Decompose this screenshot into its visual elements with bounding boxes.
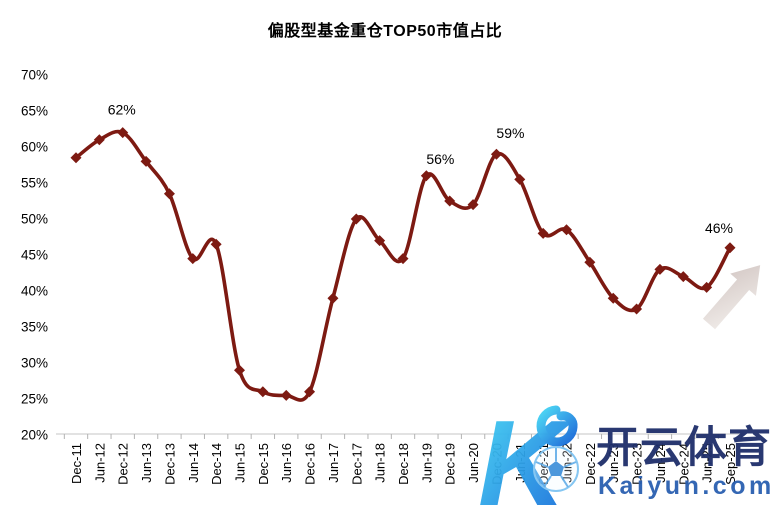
data-point <box>490 148 502 160</box>
x-axis-label: Dec-17 <box>349 443 364 485</box>
trend-up-arrow <box>702 265 761 330</box>
y-axis-label: 55% <box>21 176 48 191</box>
watermark: K 开云体育 Kaiyun.com <box>478 395 770 515</box>
y-axis-label: 40% <box>21 284 48 299</box>
x-axis-label: Jun-23 <box>606 443 621 483</box>
x-axis-label: Dec-22 <box>583 443 598 485</box>
x-axis-label: Jun-19 <box>419 443 434 483</box>
x-axis-label: Jun-25 <box>700 443 715 483</box>
y-axis-label: 45% <box>21 248 48 263</box>
y-axis-label: 50% <box>21 212 48 227</box>
data-point <box>304 386 316 398</box>
x-axis-label: Jun-15 <box>232 443 247 483</box>
y-axis-label: 35% <box>21 320 48 335</box>
data-point <box>187 253 199 265</box>
data-point <box>280 389 292 401</box>
y-axis-label: 25% <box>21 392 48 407</box>
data-point <box>140 155 152 167</box>
x-axis-label: Dec-14 <box>209 443 224 485</box>
data-point <box>233 364 245 376</box>
x-axis-label: Dec-20 <box>489 443 504 485</box>
x-axis-label: Dec-19 <box>443 443 458 485</box>
data-point <box>70 152 82 164</box>
data-label: 62% <box>108 102 136 118</box>
x-axis-label: Dec-24 <box>676 443 691 485</box>
x-axis-label: Jun-20 <box>466 443 481 483</box>
data-point <box>420 170 432 182</box>
x-axis-label: Jun-24 <box>653 443 668 483</box>
data-point <box>467 199 479 211</box>
data-point <box>537 227 549 239</box>
y-axis-label: 20% <box>21 428 48 443</box>
data-label: 56% <box>426 151 454 167</box>
data-point <box>350 213 362 225</box>
y-axis-label: 60% <box>21 140 48 155</box>
x-axis-label: Jun-13 <box>139 443 154 483</box>
y-axis-label: 65% <box>21 104 48 119</box>
x-axis-label: Dec-15 <box>256 443 271 485</box>
x-axis-label: Jun-12 <box>92 443 107 483</box>
data-point <box>257 386 269 398</box>
data-point <box>327 292 339 304</box>
data-point <box>374 235 386 247</box>
watermark-swirl-icon <box>536 405 578 447</box>
x-axis-label: Jun-16 <box>279 443 294 483</box>
data-point <box>514 173 526 185</box>
x-axis-label: Jun-21 <box>513 443 528 483</box>
x-axis-label: Dec-16 <box>303 443 318 485</box>
x-axis-label: Dec-23 <box>630 443 645 485</box>
data-point <box>210 238 222 250</box>
data-point <box>397 253 409 265</box>
data-label: 46% <box>705 220 733 236</box>
y-axis-label: 30% <box>21 356 48 371</box>
data-point <box>117 127 129 139</box>
data-point <box>724 242 736 254</box>
x-axis-label: Jun-17 <box>326 443 341 483</box>
data-point <box>584 256 596 268</box>
x-axis-label: Dec-11 <box>69 443 84 484</box>
soccer-ball-icon <box>533 446 579 492</box>
x-axis-label: Jun-18 <box>373 443 388 483</box>
watermark-brand-domain: Kaiyun.com <box>598 472 770 500</box>
x-axis-label: Dec-13 <box>162 443 177 485</box>
x-axis-label: Dec-12 <box>116 443 131 485</box>
watermark-brand-name: 开云体育 <box>596 424 770 472</box>
data-point <box>677 271 689 283</box>
data-label: 59% <box>496 125 524 141</box>
data-point <box>560 224 572 236</box>
data-point <box>163 188 175 200</box>
chart-layer: 20% 25% 30% 35% 40% 45% 50% 55% 60% 65% 70% Dec-11 J… <box>21 68 744 485</box>
x-axis-label: Jun-14 <box>186 443 201 483</box>
data-point <box>631 303 643 315</box>
data-point <box>444 195 456 207</box>
chart-title: 偏股型基金重仓TOP50市值占比 <box>267 23 503 40</box>
series-line <box>74 129 732 402</box>
data-point <box>654 263 666 275</box>
x-axis-label: Sep-25 <box>723 443 738 485</box>
data-point <box>607 292 619 304</box>
x-axis-label: Dec-18 <box>396 443 411 485</box>
y-axis-label: 70% <box>21 68 48 83</box>
data-point <box>701 281 713 293</box>
data-point <box>93 134 105 146</box>
